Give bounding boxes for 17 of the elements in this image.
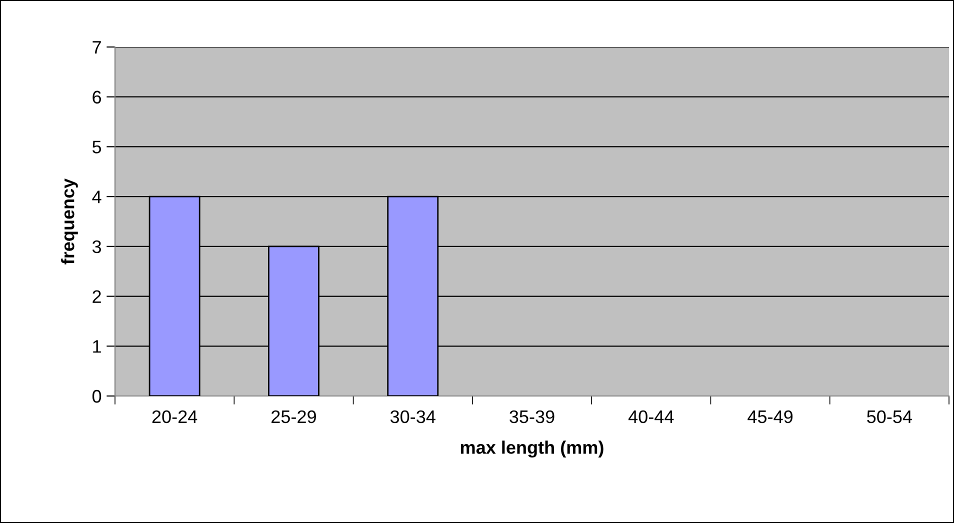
x-axis-title: max length (mm): [460, 440, 604, 458]
y-tick-label: 7: [92, 41, 101, 54]
y-axis-title: frequency: [61, 178, 78, 264]
y-tick-label: 5: [92, 140, 102, 154]
y-tick-label: 0: [92, 390, 102, 403]
x-tick-label: 35-39: [510, 410, 554, 424]
x-tick-label: 40-44: [628, 410, 674, 424]
x-tick-label: 25-29: [272, 410, 316, 424]
x-tick-label: 20-24: [152, 410, 198, 424]
x-tick-label: 30-34: [390, 410, 436, 424]
x-tick-label: 50-54: [867, 410, 912, 424]
y-tick-label: 3: [92, 240, 102, 254]
y-tick-label: 6: [92, 90, 102, 104]
y-tick-label: 2: [92, 290, 101, 303]
y-tick-label: 1: [93, 340, 101, 353]
y-tick-label: 4: [92, 190, 102, 204]
x-tick-label: 45-49: [748, 410, 793, 424]
